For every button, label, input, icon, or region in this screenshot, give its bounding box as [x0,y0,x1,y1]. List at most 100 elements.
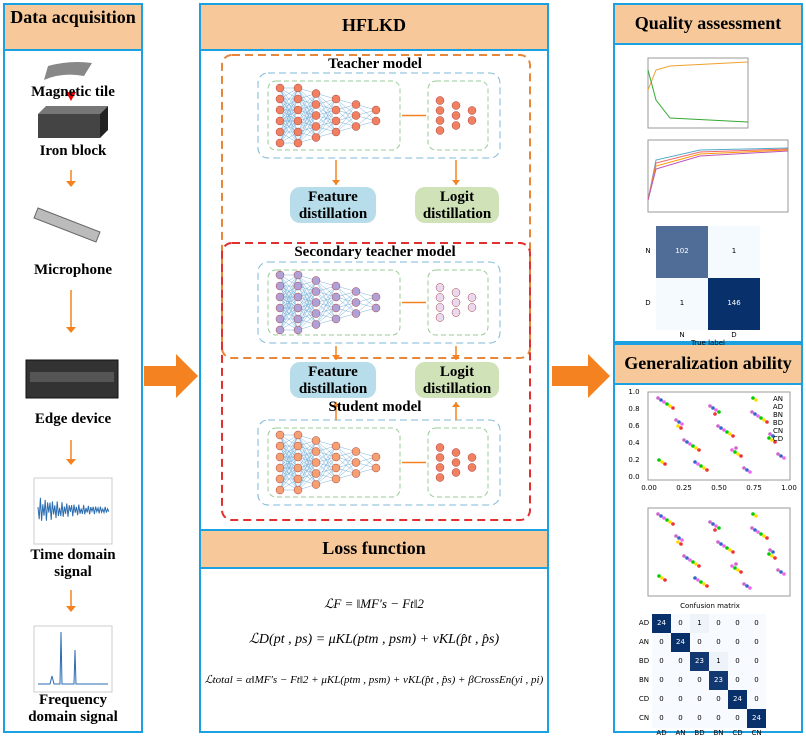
scatter-dot [754,514,758,518]
y-tick-label: 0.6 [628,422,640,430]
box [613,343,803,385]
neuron [275,83,285,93]
scatter-dot [719,542,723,546]
cm-label: AD [638,618,650,627]
cm-value: 0 [697,675,702,684]
cm-value: 102 [675,247,689,255]
edge [279,87,299,133]
scatter-dot [765,536,769,540]
neuron [311,133,321,142]
neuron [331,116,341,126]
scatter-dot [722,544,726,548]
cm-cell [728,614,747,633]
cm-value: 0 [754,637,759,646]
neuron [435,96,445,105]
pointer [66,92,76,101]
neuron [275,485,285,495]
edge [297,462,317,491]
scatter-dot [717,410,721,414]
curve [647,150,789,201]
neuron [293,303,303,313]
neuron [293,94,303,104]
scatter-dot [711,406,715,410]
cm-cell [747,709,766,728]
scatter-dot [734,446,738,450]
neuron [351,122,361,131]
scatter-dot [705,584,709,588]
neuron [331,452,341,462]
cm-cell [671,652,690,671]
logit-distillation: Logit distillation [422,189,492,222]
scatter-dot [691,444,695,448]
cm-value: 1 [731,247,737,255]
y-tick-label: 1.0 [628,388,640,396]
panel-title: Quality assessment [634,13,782,33]
scatter-dot [716,424,720,428]
scatter-dot [697,564,701,568]
neuron [311,436,321,445]
neuron [351,298,361,307]
cm-value: 0 [754,618,759,627]
scatter-dot [660,460,664,464]
edge [335,451,357,480]
neuron [351,458,361,467]
loss-curve [647,69,749,123]
scatter-dot [756,414,760,418]
neuron [351,111,361,120]
cm-value: 0 [678,713,683,722]
model-label: Secondary teacher model [294,244,456,260]
neuron [275,116,285,126]
cm-label: BN [638,675,650,684]
box [33,625,113,693]
item-label: Edge device [34,411,112,427]
arrowhead [66,459,76,465]
neuron [451,458,461,467]
cm-value: 0 [678,656,683,665]
microphone [33,207,101,243]
neuron [435,303,445,312]
cm-value: 0 [659,656,664,665]
edge [315,445,337,485]
edge [335,115,357,133]
edge [355,296,377,314]
scatter-dot [731,550,735,554]
scatter-dot [767,436,771,440]
scatter-dot [676,540,680,544]
cm-value: 23 [695,656,704,665]
neuron [451,448,461,457]
y-tick-label: 0.8 [628,405,640,413]
scatter-dot [659,514,663,518]
feature-distillation: Feature distillation [298,189,368,222]
cm-value: 0 [735,618,740,627]
neuron [275,441,285,451]
neuron [275,314,285,324]
cm-value: 0 [678,694,683,703]
cm-label: D [645,299,651,307]
scatter-dot [671,522,675,526]
cm-value: 1 [716,656,721,665]
neuron [371,292,381,302]
scatter-dot [699,580,703,584]
scatter-dot [657,574,661,578]
scatter-dot [691,560,695,564]
scatter-dot [696,578,700,582]
neuron [293,430,303,440]
neuron [451,468,461,477]
panel-title: Loss function [322,538,426,558]
box [267,269,401,336]
x-tick-label: 1.00 [781,484,797,492]
cm-cell [747,690,766,709]
neuron [331,441,341,451]
cm-value: 0 [716,618,721,627]
legend-label: BN [772,411,784,419]
scatter-dot [745,584,749,588]
neuron [371,303,381,313]
cm-value: 0 [716,637,721,646]
edge [279,98,299,144]
cm-value: 24 [657,618,666,627]
scatter-dot [733,450,737,454]
neuron [371,463,381,473]
neuron [435,463,445,472]
spectrum [38,631,108,685]
edge [297,302,317,331]
